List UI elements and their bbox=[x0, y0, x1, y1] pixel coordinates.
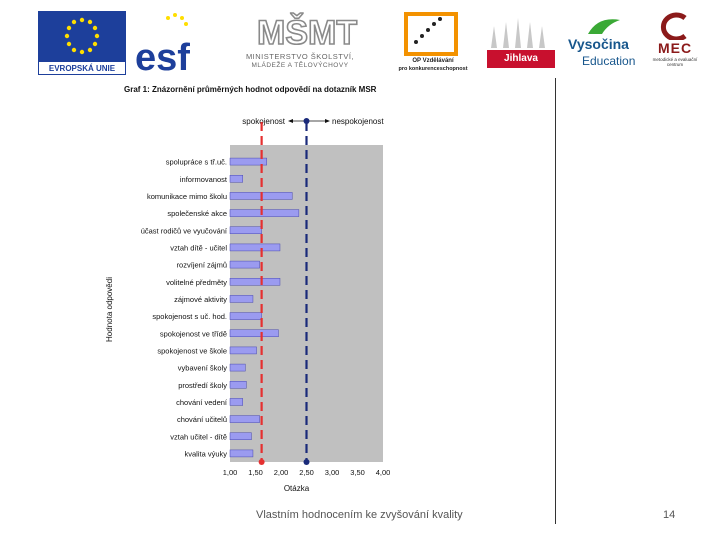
bar bbox=[229, 278, 281, 286]
category-label: rozvíjení zájmů bbox=[177, 261, 227, 270]
esf-logo: esf bbox=[133, 10, 215, 79]
bar bbox=[229, 346, 257, 355]
bar bbox=[229, 381, 247, 389]
msmt-mark: MŠMT bbox=[257, 13, 357, 52]
vysocina-logo: Vysočina Education bbox=[568, 14, 640, 72]
mec-label: MEC bbox=[657, 40, 693, 56]
category-label: zájmové aktivity bbox=[174, 295, 227, 304]
bar bbox=[229, 295, 254, 303]
x-tick-label: 3,50 bbox=[350, 468, 365, 477]
arrowhead-left bbox=[288, 119, 293, 123]
legend-left: spokojenost bbox=[242, 117, 285, 126]
op-caption-1: OP Vzdělávání bbox=[412, 58, 454, 64]
jihlava-label: Jihlava bbox=[487, 50, 555, 68]
legend-arrows bbox=[288, 118, 330, 124]
bar bbox=[229, 415, 260, 423]
bar bbox=[229, 312, 262, 320]
op-logo: OP Vzdělávání pro konkurenceschopnost bbox=[392, 8, 474, 74]
footer-text: Vlastním hodnocením ke zvyšování kvality bbox=[256, 509, 463, 521]
eu-logo: EVROPSKÁ UNIE bbox=[38, 11, 126, 75]
category-label: prostředí školy bbox=[178, 381, 227, 390]
divider-line bbox=[555, 78, 556, 524]
category-label: vztah učitel - dítě bbox=[170, 432, 227, 441]
category-label: společenské akce bbox=[167, 209, 227, 218]
category-label: spokojenost s uč. hod. bbox=[152, 312, 227, 321]
mec-c-icon bbox=[660, 12, 687, 42]
bar bbox=[229, 432, 252, 440]
category-label: kvalita výuky bbox=[184, 449, 227, 458]
eu-caption: EVROPSKÁ UNIE bbox=[38, 61, 126, 75]
x-axis-label: Otázka bbox=[284, 484, 310, 493]
legend-marker bbox=[303, 118, 310, 124]
x-tick-label: 2,00 bbox=[274, 468, 289, 477]
category-label: volitelné předměty bbox=[166, 278, 227, 287]
legend-right: nespokojenost bbox=[332, 117, 384, 126]
jihlava-towers-icon bbox=[491, 18, 545, 48]
bar bbox=[229, 329, 279, 337]
vysocina-title: Vysočina bbox=[568, 36, 629, 52]
category-label: informovanost bbox=[180, 175, 228, 184]
eu-stars-icon bbox=[38, 11, 126, 61]
category-label: chování vedení bbox=[176, 398, 228, 407]
category-label: spolupráce s tř.uč. bbox=[166, 158, 227, 167]
x-tick-label: 1,50 bbox=[248, 468, 263, 477]
category-label: vybavení školy bbox=[178, 364, 227, 373]
x-tick-label: 4,00 bbox=[376, 468, 391, 477]
bar bbox=[229, 260, 260, 269]
logo-strip: EVROPSKÁ UNIE esf MŠMT MINISTERSTVO ŠKOL… bbox=[0, 0, 720, 80]
op-caption-2: pro konkurenceschopnost bbox=[398, 66, 468, 72]
bar bbox=[229, 449, 254, 458]
page-number: 14 bbox=[663, 509, 676, 521]
bar bbox=[229, 226, 262, 234]
y-axis-label: Hodnota odpovědi bbox=[105, 277, 114, 342]
category-label: vztah dítě - učitel bbox=[170, 243, 227, 252]
bar bbox=[229, 363, 246, 372]
x-tick-label: 1,00 bbox=[223, 468, 238, 477]
jihlava-logo: Jihlava bbox=[483, 12, 559, 72]
x-tick-label: 2,50 bbox=[299, 468, 314, 477]
chart-title: Graf 1: Znázornění průměrných hodnot odp… bbox=[124, 85, 377, 94]
esf-text: esf bbox=[135, 37, 190, 74]
bar bbox=[229, 175, 243, 183]
msmt-caption-2: MLÁDEŽE A TĚLOVÝCHOVY bbox=[251, 62, 349, 69]
category-label: chování učitelů bbox=[177, 415, 227, 424]
arrowhead-right bbox=[325, 119, 330, 123]
bar bbox=[229, 157, 267, 166]
category-label: účast rodičů ve vyučování bbox=[141, 226, 228, 235]
vysocina-leaf-icon bbox=[588, 19, 620, 34]
x-tick-label: 3,00 bbox=[325, 468, 340, 477]
reference-marker bbox=[303, 459, 310, 465]
bar bbox=[229, 398, 243, 406]
category-label: spokojenost ve škole bbox=[157, 346, 227, 355]
mec-logo: MEC metodické a evaluační centrum bbox=[645, 12, 705, 72]
reference-marker bbox=[258, 459, 265, 465]
msmt-caption-1: MINISTERSTVO ŠKOLSTVÍ, bbox=[245, 52, 355, 61]
vysocina-subtitle: Education bbox=[582, 54, 636, 68]
category-label: spokojenost ve třídě bbox=[160, 329, 227, 338]
msmt-logo: MŠMT MINISTERSTVO ŠKOLSTVÍ, MLÁDEŽE A TĚ… bbox=[225, 8, 375, 74]
mec-caption: metodické a evaluační centrum bbox=[652, 57, 698, 67]
bar bbox=[229, 209, 300, 217]
op-frame-icon bbox=[404, 12, 458, 56]
bar bbox=[229, 243, 281, 252]
bar-chart: Graf 1: Znázornění průměrných hodnot odp… bbox=[105, 85, 391, 493]
category-label: komunikace mimo školu bbox=[147, 192, 227, 201]
